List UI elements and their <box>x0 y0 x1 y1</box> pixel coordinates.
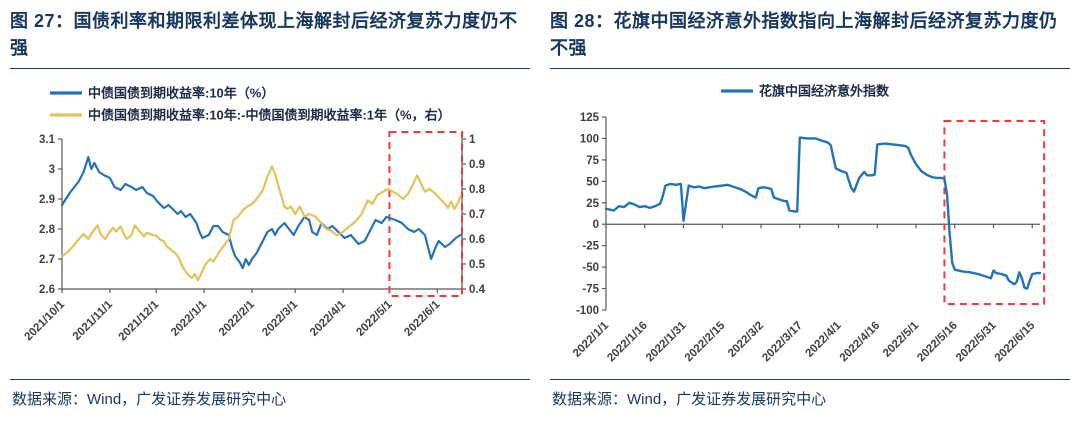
left-axis-tick-label: 2.8 <box>39 224 56 236</box>
figure-28-chart: 125 100 75 50 25 0 -25 -50 -75 -100 2022/1/1 2022/1… <box>550 77 1070 377</box>
figure-27-title: 图 27：国债利率和期限利差体现上海解封后经济复苏力度仍不强 <box>10 11 518 58</box>
left-axis-tick-label: -100 <box>576 305 599 317</box>
left-axis-tick-label: 125 <box>580 112 600 124</box>
x-axis-tick-label: 2022/5/1 <box>354 298 395 339</box>
x-axis-tick-label: 2022/5/31 <box>954 319 999 364</box>
legend-label: 中债国债到期收益率:10年:-中债国债到期收益率:1年（%，右） <box>88 108 451 123</box>
legend-label: 花旗中国经济意外指数 <box>759 84 890 99</box>
x-axis-tick-label: 2022/1/16 <box>605 320 650 365</box>
right-axis-tick-label: 0.4 <box>469 284 486 296</box>
x-axis-tick-label: 2022/3/17 <box>760 320 805 365</box>
left-axis-tick-label: -25 <box>582 241 599 253</box>
x-axis-tick-label: 2022/1/1 <box>169 298 210 339</box>
right-axis-tick-label: 1 <box>469 134 476 146</box>
series-10y-yield-line <box>60 155 462 270</box>
series-citi-surprise-line <box>604 136 1042 290</box>
x-axis-tick-label: 2021/10/1 <box>22 298 67 343</box>
figure-28-source: 数据来源：Wind，广发证券发展研究中心 <box>552 391 827 408</box>
figure-27-source: 数据来源：Wind，广发证券发展研究中心 <box>12 391 287 408</box>
series-term-spread-line <box>60 165 462 282</box>
figure-28-source-divider <box>550 379 1070 380</box>
right-axis-tick-label: 0.7 <box>469 209 485 221</box>
left-axis-tick-label: 3 <box>49 164 55 176</box>
right-axis-tick-label: 0.6 <box>469 234 485 246</box>
figure-28-title-divider <box>550 68 1070 69</box>
right-axis-tick-label: 0.9 <box>469 159 485 171</box>
figure-27: 图 27：国债利率和期限利差体现上海解封后经济复苏力度仍不强 3.1 3 2.9 2.… <box>10 11 530 408</box>
figure-28: 图 28：花旗中国经济意外指数指向上海解封后经济复苏力度仍不强 125 100 75… <box>540 0 1080 432</box>
left-axis-tick-label: 100 <box>580 133 599 145</box>
left-axis-tick-label: 2.7 <box>39 254 55 266</box>
left-axis-tick-label: -50 <box>582 262 599 274</box>
x-axis-tick-label: 2022/5/16 <box>915 320 960 365</box>
left-axis-tick-label: 2.9 <box>39 194 55 206</box>
chart-28-canvas: 1251007550250-25-50-75-1002022/1/12022/1… <box>571 84 1046 365</box>
left-axis-tick-label: 50 <box>586 176 599 188</box>
highlight-box <box>388 131 463 297</box>
left-axis-tick-label: 75 <box>586 155 599 167</box>
left-axis-tick-label: 3.1 <box>39 134 56 146</box>
legend-label: 中债国债到期收益率:10年（%） <box>88 86 274 101</box>
x-axis-tick-label: 2021/12/1 <box>117 298 162 343</box>
x-axis-tick-label: 2022/3/2 <box>726 320 766 360</box>
highlight-box <box>943 120 1046 305</box>
x-axis-tick-label: 2022/4/1 <box>803 319 844 360</box>
x-axis-tick-label: 2022/5/1 <box>881 319 922 360</box>
x-axis-tick-label: 2022/3/1 <box>260 298 301 339</box>
x-axis-tick-label: 2022/4/1 <box>308 298 349 339</box>
x-axis-tick-label: 2022/1/31 <box>644 319 689 364</box>
left-axis-tick-label: -75 <box>582 284 599 296</box>
left-axis-tick-label: 0 <box>593 219 599 231</box>
figure-28-title: 图 28：花旗中国经济意外指数指向上海解封后经济复苏力度仍不强 <box>550 11 1058 58</box>
right-axis-tick-label: 0.8 <box>469 184 486 196</box>
x-axis-tick-label: 2022/6/1 <box>402 298 443 339</box>
x-axis-tick-label: 2022/2/1 <box>217 298 258 339</box>
x-axis-tick-label: 2022/6/15 <box>993 319 1038 364</box>
left-axis-tick-label: 25 <box>586 198 599 210</box>
x-axis-tick-label: 2021/11/1 <box>71 298 116 343</box>
figure-27-chart: 3.1 3 2.9 2.8 2.7 2.6 1 0.9 0.8 0.7 0.6 0.5 0.4 2021/… <box>10 77 530 377</box>
right-axis-tick-label: 0.5 <box>469 259 486 271</box>
left-axis-tick-label: 2.6 <box>39 284 55 296</box>
x-axis-tick-label: 2022/2/15 <box>683 319 728 364</box>
figure-27-title-divider <box>10 68 530 69</box>
figure-27-source-divider <box>10 379 530 380</box>
x-axis-tick-label: 2022/1/1 <box>571 319 612 360</box>
x-axis-tick-label: 2022/4/16 <box>838 320 883 365</box>
chart-27-canvas: 3.1 3 2.9 2.8 2.7 2.6 1 0.9 0.8 0.7 0.6 0.5 0.4 2021/… <box>22 86 486 344</box>
